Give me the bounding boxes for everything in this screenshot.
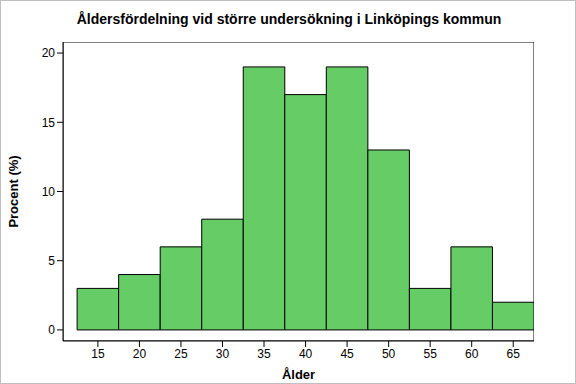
svg-text:Procent (%): Procent (%) <box>8 155 21 227</box>
svg-text:35: 35 <box>257 347 271 361</box>
svg-text:40: 40 <box>299 347 313 361</box>
svg-text:15: 15 <box>42 116 56 130</box>
svg-text:30: 30 <box>216 347 230 361</box>
svg-text:15: 15 <box>91 347 105 361</box>
svg-text:50: 50 <box>382 347 396 361</box>
svg-text:20: 20 <box>42 46 56 60</box>
svg-text:0: 0 <box>48 323 55 337</box>
svg-text:5: 5 <box>48 254 55 268</box>
svg-text:45: 45 <box>340 347 354 361</box>
svg-text:20: 20 <box>133 347 147 361</box>
svg-text:55: 55 <box>423 347 437 361</box>
html-text:Åldersfördelning vid större un: Åldersfördelning vid större undersökning… <box>76 11 502 27</box>
svg-text:65: 65 <box>507 347 521 361</box>
svg-text:60: 60 <box>465 347 479 361</box>
svg-text:10: 10 <box>42 185 56 199</box>
svg-text:Ålder: Ålder <box>282 367 315 382</box>
svg-text:25: 25 <box>174 347 188 361</box>
